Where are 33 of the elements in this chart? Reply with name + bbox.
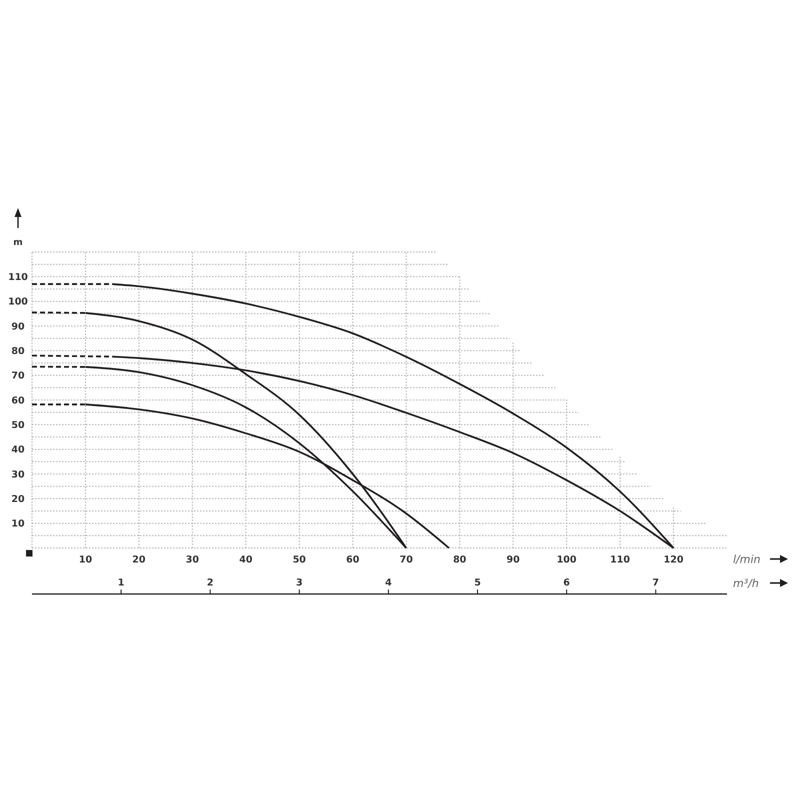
y-axis-title: m — [13, 238, 23, 248]
y-tick-label: 40 — [11, 444, 25, 456]
y-tick-label: 90 — [11, 321, 25, 332]
x-tick-label: 80 — [453, 554, 467, 566]
x-tick-label: 110 — [610, 554, 630, 566]
y-tick-label: 30 — [11, 469, 25, 480]
x2-tick-label: 4 — [385, 577, 392, 588]
y-tick-label: 60 — [11, 395, 25, 406]
x-tick-label: 20 — [132, 554, 146, 566]
x2-tick-label: 3 — [296, 577, 303, 588]
y-tick-label: 70 — [11, 370, 25, 382]
x-tick-label: 10 — [78, 554, 92, 566]
x2-tick-label: 6 — [563, 577, 570, 588]
y-tick-label: 110 — [8, 272, 28, 283]
x-tick-label: 70 — [400, 554, 414, 566]
x2-tick-label: 2 — [206, 577, 214, 588]
y-tick-label: 50 — [11, 420, 25, 431]
x-tick-label: 30 — [186, 554, 200, 566]
y-tick-label: 20 — [11, 494, 25, 505]
y-tick-label: 100 — [8, 296, 28, 308]
y-tick-label: 10 — [11, 518, 25, 530]
x2-tick-label: 5 — [474, 577, 481, 588]
x-axis-title: l/min — [733, 552, 761, 566]
x2-tick-label: 7 — [652, 577, 660, 588]
x-tick-label: 60 — [346, 554, 360, 566]
x-tick-label: 50 — [292, 554, 306, 566]
x-tick-label: 100 — [556, 554, 577, 566]
x2-axis-title: m³/h — [733, 576, 759, 590]
x-tick-label: 40 — [239, 554, 253, 566]
y-tick-label: 80 — [11, 346, 25, 357]
x-tick-label: 90 — [506, 554, 520, 566]
x-tick-label: 120 — [664, 554, 684, 566]
x2-tick-label: 1 — [118, 577, 124, 588]
